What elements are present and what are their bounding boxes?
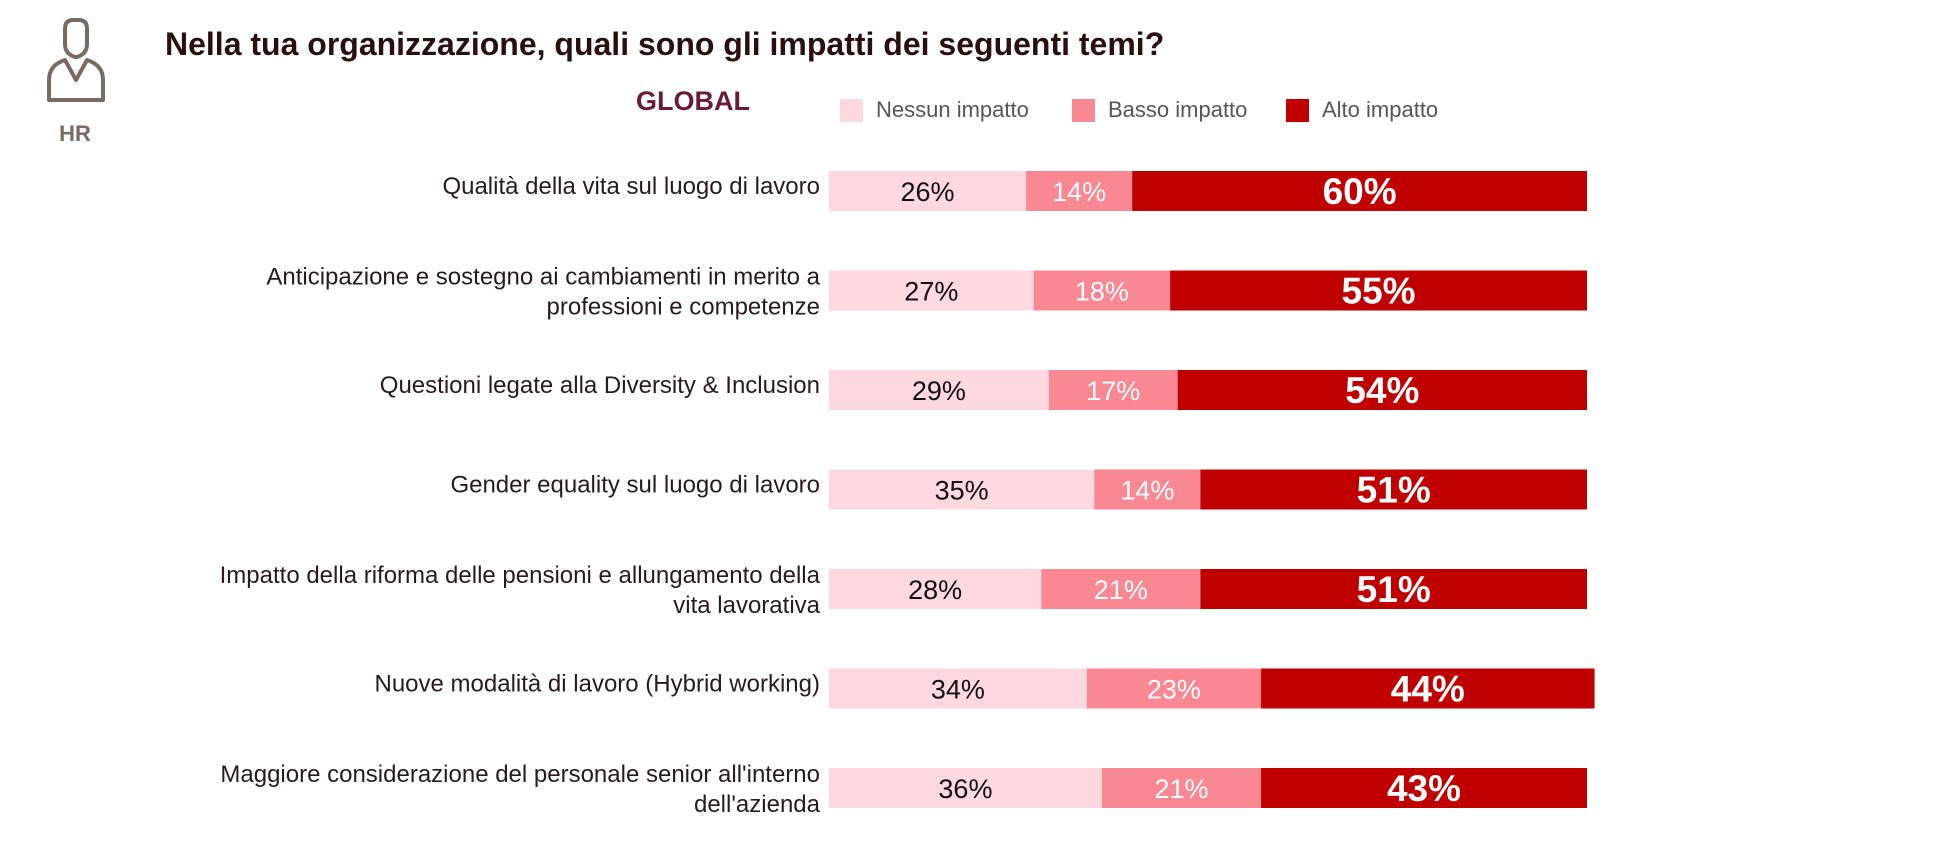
bar-segment-high — [1170, 270, 1587, 311]
bar-segment-none — [829, 768, 1102, 808]
bar-segment-none — [829, 370, 1049, 410]
bar-segment-high — [1200, 569, 1587, 609]
data-label-none: 36% — [938, 774, 992, 804]
data-label-high: 54% — [1345, 370, 1419, 411]
data-label-high: 55% — [1342, 271, 1416, 312]
bar-segment-low — [1048, 370, 1178, 410]
legend-label-none: Nessun impatto — [876, 97, 1029, 122]
data-label-low: 14% — [1052, 177, 1106, 207]
data-label-low: 23% — [1147, 675, 1201, 705]
data-label-low: 18% — [1075, 277, 1129, 307]
data-label-high: 51% — [1357, 470, 1431, 511]
hr-badge: HR — [40, 16, 110, 146]
data-label-none: 29% — [912, 376, 966, 406]
bar-segment-high — [1200, 469, 1587, 510]
bar-segment-low — [1033, 270, 1171, 311]
category-label: Nuove modalità di lavoro (Hybrid working… — [374, 671, 820, 698]
data-label-low: 14% — [1120, 476, 1174, 506]
data-label-none: 34% — [931, 675, 985, 705]
bar-segment-none — [829, 171, 1027, 211]
bar-segment-none — [829, 270, 1034, 311]
category-label: Maggiore considerazione del personale se… — [220, 761, 820, 818]
bar-segment-low — [1086, 668, 1262, 709]
bar-segment-low — [1101, 768, 1262, 808]
bar-segment-low — [1094, 469, 1201, 510]
legend-swatch-high — [1286, 99, 1309, 122]
data-label-high: 44% — [1391, 669, 1465, 710]
legend-swatch-none — [840, 99, 863, 122]
person-icon — [47, 18, 105, 102]
category-label: Impatto della riforma delle pensioni e a… — [220, 562, 821, 619]
data-label-low: 21% — [1094, 575, 1148, 605]
category-label: Qualità della vita sul luogo di lavoro — [442, 173, 820, 200]
chart-title: Nella tua organizzazione, quali sono gli… — [165, 26, 1165, 62]
data-label-low: 17% — [1086, 376, 1140, 406]
data-label-high: 60% — [1323, 171, 1397, 212]
data-label-none: 26% — [901, 177, 955, 207]
bar-segment-low — [1041, 569, 1201, 609]
bar-segment-high — [1261, 768, 1587, 808]
data-label-high: 43% — [1387, 768, 1461, 809]
data-label-none: 35% — [935, 476, 989, 506]
category-label: Questioni legate alla Diversity & Inclus… — [380, 372, 820, 399]
bar-segment-none — [829, 668, 1087, 709]
data-label-none: 28% — [908, 575, 962, 605]
category-label: Gender equality sul luogo di lavoro — [450, 472, 820, 499]
bar-segment-low — [1026, 171, 1133, 211]
bar-segment-high — [1261, 668, 1595, 709]
bar-segment-high — [1132, 171, 1587, 211]
legend-swatch-low — [1072, 99, 1095, 122]
data-label-none: 27% — [904, 277, 958, 307]
legend-label-high: Alto impatto — [1322, 97, 1439, 122]
category-label: Anticipazione e sostegno ai cambiamenti … — [266, 264, 820, 321]
bar-segment-none — [829, 569, 1042, 609]
hr-label: HR — [59, 121, 91, 146]
bar-segment-none — [829, 469, 1095, 510]
data-label-high: 51% — [1357, 569, 1431, 610]
legend-label-low: Basso impatto — [1108, 97, 1248, 122]
chart-subtitle: GLOBAL — [636, 86, 750, 116]
data-label-low: 21% — [1154, 774, 1208, 804]
bar-segment-high — [1177, 370, 1587, 410]
